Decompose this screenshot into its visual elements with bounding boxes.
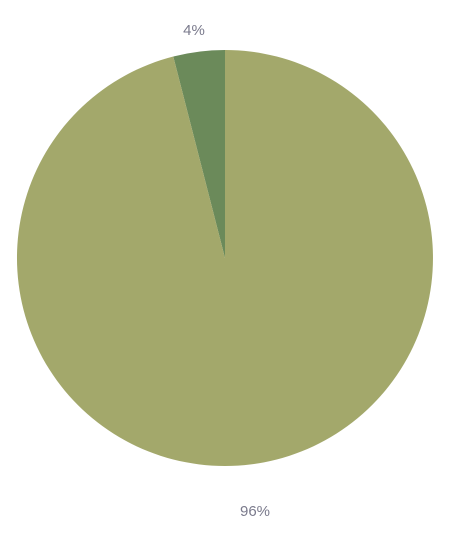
pie-slice-96 xyxy=(16,50,433,466)
pie-slice-4 xyxy=(173,50,225,258)
pie-label-4: 4% xyxy=(183,22,205,39)
pie-label-96: 96% xyxy=(240,503,270,520)
